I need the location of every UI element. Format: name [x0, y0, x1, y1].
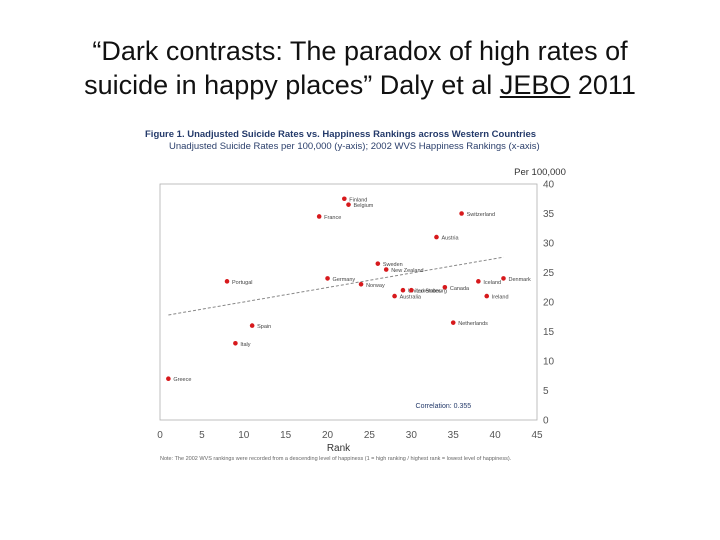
data-point-label: Denmark — [508, 277, 531, 283]
data-point-label: Austria — [441, 236, 459, 242]
data-point — [476, 279, 481, 284]
x-tick-label: 45 — [531, 430, 543, 441]
figure-caption-subtitle: Unadjusted Suicide Rates per 100,000 (y-… — [169, 141, 540, 152]
x-tick-label: 25 — [364, 430, 376, 441]
x-tick-label: 20 — [322, 430, 334, 441]
data-point — [501, 276, 506, 281]
y-tick-label: 40 — [543, 180, 555, 191]
correlation-annotation: Correlation: 0.355 — [416, 403, 472, 410]
data-point — [224, 279, 230, 284]
y-tick-label: 35 — [543, 209, 555, 220]
data-point-label: Switzerland — [467, 212, 495, 218]
data-point-label: Netherlands — [458, 321, 488, 327]
trend-line — [168, 256, 504, 316]
y-tick-label: 15 — [543, 327, 555, 338]
data-point-label: Germany — [333, 277, 356, 283]
slide-title-line2: suicide in happy places” Daly et al JEBO… — [0, 68, 720, 102]
data-point — [316, 214, 322, 219]
data-point — [342, 196, 347, 202]
journal-name: JEBO — [499, 70, 571, 100]
y-tick-label: 30 — [543, 239, 555, 250]
data-point — [249, 323, 255, 328]
data-point-label: France — [324, 215, 341, 221]
y-tick-label: 25 — [543, 268, 555, 279]
x-tick-label: 30 — [406, 430, 418, 441]
x-tick-label: 15 — [280, 430, 292, 441]
data-point — [442, 284, 448, 290]
data-point — [459, 211, 464, 216]
slide-title-line1: “Dark contrasts: The paradox of high rat… — [92, 36, 628, 66]
data-point-label: Canada — [450, 286, 470, 292]
x-tick-label: 35 — [448, 430, 460, 441]
x-tick-label: 40 — [490, 430, 502, 441]
data-point-label: Greece — [173, 377, 191, 383]
data-point — [450, 320, 456, 325]
data-point — [392, 293, 397, 299]
figure-note: Note: The 2002 WVS rankings were recorde… — [160, 456, 512, 462]
data-point — [409, 287, 414, 293]
data-point — [166, 376, 171, 382]
figure-caption-title: Figure 1. Unadjusted Suicide Rates vs. H… — [145, 129, 537, 140]
slide-title-year: 2011 — [570, 70, 636, 100]
data-point — [484, 293, 490, 299]
data-point — [358, 282, 364, 287]
y-axis-label: Per 100,000 — [514, 167, 566, 178]
data-point — [375, 261, 381, 266]
data-point — [434, 234, 439, 240]
y-tick-label: 5 — [543, 386, 549, 397]
y-tick-label: 0 — [543, 416, 549, 427]
data-point-label: Australia — [400, 295, 422, 301]
data-point-label: Spain — [257, 324, 271, 330]
data-point — [383, 267, 389, 272]
x-tick-label: 5 — [199, 430, 205, 441]
figure-caption: Figure 1. Unadjusted Suicide Rates vs. H… — [145, 129, 565, 153]
data-point-label: Belgium — [354, 203, 374, 209]
data-point-label: Luxembourg — [416, 289, 447, 295]
data-point-label: Ireland — [492, 295, 509, 301]
data-point-label: Finland — [349, 197, 367, 203]
data-point-label: Sweden — [383, 262, 403, 268]
data-point-label: Norway — [366, 283, 385, 289]
y-tick-label: 10 — [543, 357, 555, 368]
slide-title-line2-text: suicide in happy places” Daly et al — [84, 70, 500, 100]
data-point-label: New Zealand — [391, 268, 423, 274]
data-point — [233, 341, 238, 346]
x-tick-label: 0 — [157, 430, 163, 441]
data-point-label: United States — [408, 289, 441, 295]
slide-title: “Dark contrasts: The paradox of high rat… — [0, 34, 720, 102]
data-point-label: Iceland — [483, 280, 501, 286]
data-point-label: Portugal — [232, 280, 253, 286]
x-tick-label: 10 — [238, 430, 250, 441]
data-point-label: Italy — [240, 342, 250, 348]
data-point — [400, 287, 406, 293]
data-point — [346, 202, 351, 207]
y-tick-label: 20 — [543, 298, 555, 309]
data-point — [325, 276, 330, 281]
plot-frame — [159, 183, 538, 421]
x-axis-label: Rank — [327, 443, 351, 454]
